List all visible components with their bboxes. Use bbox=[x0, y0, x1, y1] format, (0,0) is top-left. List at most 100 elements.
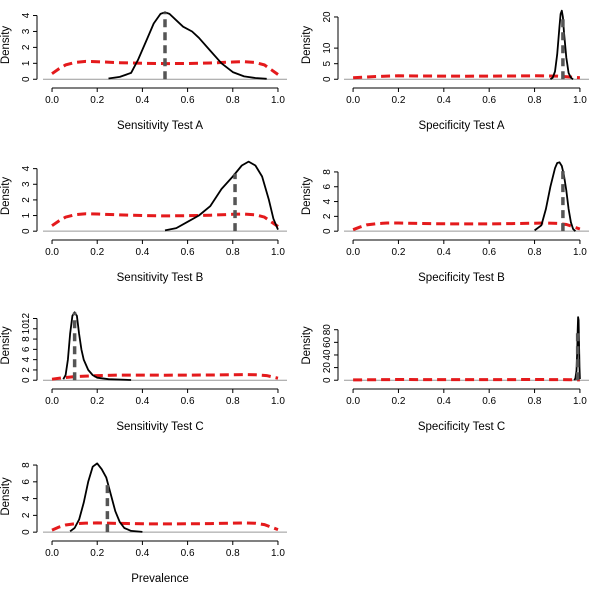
x-tick-label: 1.0 bbox=[573, 247, 587, 258]
x-tick-label: 0.6 bbox=[181, 247, 195, 258]
panel-sens-b: 0.0 0.2 0.4 0.6 0.8 1.0 0 1 2 3 4 Density Sensitivit… bbox=[0, 160, 287, 284]
y-tick-label: 20 bbox=[322, 362, 333, 374]
y-tick-label: 10 bbox=[21, 323, 32, 335]
y-tick-label: 4 bbox=[21, 165, 32, 171]
y-axis-title: Density bbox=[301, 326, 313, 365]
x-tick-label: 0.4 bbox=[135, 247, 149, 258]
x-tick-label: 0.2 bbox=[391, 95, 405, 106]
x-tick-label: 0.4 bbox=[437, 247, 451, 258]
x-axis-title: Specificity Test A bbox=[418, 120, 504, 132]
y-tick-label: 2 bbox=[21, 512, 32, 518]
x-axis-title: Sensitivity Test C bbox=[116, 421, 203, 433]
x-tick-label: 0.6 bbox=[181, 95, 195, 106]
y-tick-label: 0 bbox=[21, 228, 32, 234]
x-tick-label: 0.0 bbox=[346, 247, 360, 258]
prior-density-line bbox=[353, 74, 581, 80]
x-tick-label: 1.0 bbox=[271, 396, 285, 407]
y-tick-label: 4 bbox=[322, 198, 333, 204]
x-tick-label: 0.0 bbox=[346, 95, 360, 106]
y-tick-label: 0 bbox=[21, 76, 32, 82]
posterior-density-line bbox=[534, 161, 577, 232]
y-tick-label: 0 bbox=[322, 377, 333, 383]
y-tick-label: 10 bbox=[322, 42, 333, 54]
prior-density-line bbox=[51, 373, 279, 381]
posterior-density-line bbox=[62, 311, 132, 381]
y-tick-label: 0 bbox=[322, 76, 333, 82]
x-tick-label: 0.8 bbox=[226, 548, 240, 559]
y-tick-label: 6 bbox=[21, 479, 32, 485]
y-tick-label: 2 bbox=[21, 367, 32, 373]
y-tick-label: 1 bbox=[21, 212, 32, 218]
prior-density-line bbox=[51, 212, 279, 228]
y-tick-label: 1 bbox=[21, 60, 32, 66]
y-axis-title: Density bbox=[0, 26, 12, 65]
panel-sens-a: 0.0 0.2 0.4 0.6 0.8 1.0 0 1 2 3 4 Density Sensitivit… bbox=[0, 11, 287, 132]
y-tick-label: 4 bbox=[21, 12, 32, 18]
x-tick-label: 0.2 bbox=[391, 396, 405, 407]
y-tick-label: 0 bbox=[21, 377, 32, 383]
x-tick-label: 1.0 bbox=[573, 95, 587, 106]
y-tick-label: 6 bbox=[322, 184, 333, 190]
y-axis-title: Density bbox=[301, 177, 313, 216]
x-axis-title: Sensitivity Test A bbox=[117, 120, 203, 132]
x-tick-label: 0.4 bbox=[135, 95, 149, 106]
posterior-density-line bbox=[108, 11, 267, 80]
posterior-density-line bbox=[69, 462, 143, 533]
y-tick-label: 12 bbox=[21, 312, 32, 324]
x-axis-title: Prevalence bbox=[131, 573, 189, 585]
x-tick-label: 0.2 bbox=[391, 247, 405, 258]
y-tick-label: 60 bbox=[322, 336, 333, 348]
x-tick-label: 0.6 bbox=[482, 95, 496, 106]
x-tick-label: 0.2 bbox=[90, 548, 104, 559]
panel-spec-b: 0.0 0.2 0.4 0.6 0.8 1.0 0 2 4 6 8 Density Specificit… bbox=[301, 161, 589, 284]
x-tick-label: 0.0 bbox=[45, 95, 59, 106]
y-tick-label: 8 bbox=[322, 169, 333, 175]
y-tick-label: 8 bbox=[21, 336, 32, 342]
x-tick-label: 0.8 bbox=[528, 396, 542, 407]
posterior-density-line bbox=[549, 9, 574, 81]
x-axis-title: Specificity Test C bbox=[418, 421, 505, 433]
x-tick-label: 1.0 bbox=[573, 396, 587, 407]
x-tick-label: 0.8 bbox=[528, 247, 542, 258]
y-tick-label: 3 bbox=[21, 181, 32, 187]
prior-density-line bbox=[352, 221, 581, 232]
y-tick-label: 6 bbox=[21, 346, 32, 352]
x-tick-label: 0.4 bbox=[437, 95, 451, 106]
x-tick-label: 0.8 bbox=[226, 247, 240, 258]
y-tick-label: 4 bbox=[21, 356, 32, 362]
x-tick-label: 0.6 bbox=[482, 247, 496, 258]
x-tick-label: 0.0 bbox=[45, 396, 59, 407]
x-tick-label: 0.0 bbox=[346, 396, 360, 407]
x-tick-label: 0.6 bbox=[482, 396, 496, 407]
x-tick-label: 0.0 bbox=[45, 247, 59, 258]
x-tick-label: 1.0 bbox=[271, 247, 285, 258]
x-tick-label: 1.0 bbox=[271, 548, 285, 559]
y-tick-label: 2 bbox=[322, 213, 333, 219]
x-axis-title: Sensitivity Test B bbox=[117, 272, 204, 284]
y-tick-label: 0 bbox=[21, 529, 32, 535]
x-tick-label: 0.6 bbox=[181, 396, 195, 407]
y-tick-label: 80 bbox=[322, 324, 333, 336]
x-tick-label: 0.6 bbox=[181, 548, 195, 559]
x-tick-label: 0.8 bbox=[226, 95, 240, 106]
y-tick-label: 5 bbox=[322, 60, 333, 66]
x-tick-label: 0.2 bbox=[90, 396, 104, 407]
x-tick-label: 0.4 bbox=[135, 548, 149, 559]
y-tick-label: 3 bbox=[21, 28, 32, 34]
y-axis-title: Density bbox=[0, 477, 12, 516]
x-tick-label: 0.2 bbox=[90, 95, 104, 106]
panel-spec-a: 0.0 0.2 0.4 0.6 0.8 1.0 0 5 10 20 Density Specifici… bbox=[301, 9, 589, 132]
y-axis-title: Density bbox=[301, 26, 313, 65]
y-tick-label: 4 bbox=[21, 495, 32, 501]
y-axis-title: Density bbox=[0, 177, 12, 216]
posterior-density-line bbox=[164, 160, 279, 232]
x-tick-label: 0.8 bbox=[226, 396, 240, 407]
x-tick-label: 0.2 bbox=[90, 247, 104, 258]
x-tick-label: 1.0 bbox=[271, 95, 285, 106]
x-axis-title: Specificity Test B bbox=[418, 272, 505, 284]
y-tick-label: 8 bbox=[21, 462, 32, 468]
x-tick-label: 0.0 bbox=[45, 548, 59, 559]
y-tick-label: 40 bbox=[322, 349, 333, 361]
x-tick-label: 0.4 bbox=[135, 396, 149, 407]
